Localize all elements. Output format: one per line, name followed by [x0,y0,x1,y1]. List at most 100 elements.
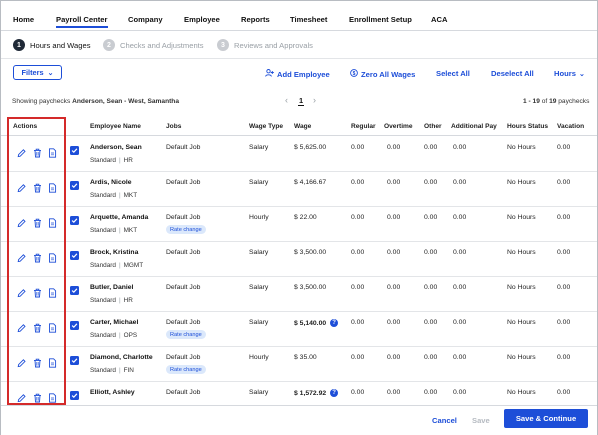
additional-pay[interactable]: 0.00 [453,179,467,186]
regular-hours[interactable]: 0.00 [351,389,365,396]
regular-hours[interactable]: 0.00 [351,179,365,186]
edit-icon[interactable] [17,253,26,263]
trash-icon[interactable] [33,183,42,193]
vacation-hours[interactable]: 0.00 [557,319,571,326]
chevron-left-icon[interactable]: ‹ [285,95,288,105]
row-checkbox[interactable] [70,321,79,330]
header-employee-name[interactable]: Employee Name [90,123,141,130]
edit-icon[interactable] [17,393,26,403]
edit-icon[interactable] [17,323,26,333]
overtime-hours[interactable]: 0.00 [387,284,401,291]
employee-name[interactable]: Diamond, Charlotte [90,354,153,361]
employee-name[interactable]: Carter, Michael [90,319,139,326]
employee-name[interactable]: Brock, Kristina [90,249,139,256]
row-checkbox[interactable] [70,146,79,155]
employee-name[interactable]: Anderson, Sean [90,144,142,151]
row-checkbox[interactable] [70,356,79,365]
trash-icon[interactable] [33,148,42,158]
cancel-button[interactable]: Cancel [432,416,457,425]
page-number[interactable]: 1 [298,96,305,106]
edit-icon[interactable] [17,183,26,193]
info-icon[interactable]: ? [330,389,339,397]
overtime-hours[interactable]: 0.00 [387,249,401,256]
row-checkbox[interactable] [70,216,79,225]
additional-pay[interactable]: 0.00 [453,144,467,151]
overtime-hours[interactable]: 0.00 [387,179,401,186]
regular-hours[interactable]: 0.00 [351,354,365,361]
vacation-hours[interactable]: 0.00 [557,144,571,151]
other-hours[interactable]: 0.00 [424,249,438,256]
edit-icon[interactable] [17,218,26,228]
other-hours[interactable]: 0.00 [424,214,438,221]
other-hours[interactable]: 0.00 [424,144,438,151]
trash-icon[interactable] [33,358,42,368]
edit-icon[interactable] [17,288,26,298]
nav-item-enrollment-setup[interactable]: Enrollment Setup [349,15,412,24]
overtime-hours[interactable]: 0.00 [387,319,401,326]
filters-button[interactable]: Filters ⌄ [13,65,62,80]
overtime-hours[interactable]: 0.00 [387,144,401,151]
document-icon[interactable] [48,358,57,368]
row-checkbox[interactable] [70,251,79,260]
additional-pay[interactable]: 0.00 [453,389,467,396]
regular-hours[interactable]: 0.00 [351,144,365,151]
additional-pay[interactable]: 0.00 [453,214,467,221]
add-employee-button[interactable]: Add Employee [265,69,330,79]
employee-name[interactable]: Arquette, Amanda [90,214,149,221]
document-icon[interactable] [48,323,57,333]
vacation-hours[interactable]: 0.00 [557,179,571,186]
overtime-hours[interactable]: 0.00 [387,214,401,221]
overtime-hours[interactable]: 0.00 [387,354,401,361]
additional-pay[interactable]: 0.00 [453,284,467,291]
vacation-hours[interactable]: 0.00 [557,214,571,221]
deselect-all-button[interactable]: Deselect All [491,69,534,78]
vacation-hours[interactable]: 0.00 [557,249,571,256]
step-reviews-and-approvals[interactable]: 3 Reviews and Approvals [217,38,313,52]
document-icon[interactable] [48,183,57,193]
edit-icon[interactable] [17,358,26,368]
nav-item-reports[interactable]: Reports [241,15,270,24]
nav-item-aca[interactable]: ACA [431,15,448,24]
other-hours[interactable]: 0.00 [424,284,438,291]
vacation-hours[interactable]: 0.00 [557,389,571,396]
employee-name[interactable]: Elliott, Ashley [90,389,135,396]
regular-hours[interactable]: 0.00 [351,284,365,291]
row-checkbox[interactable] [70,391,79,400]
document-icon[interactable] [48,218,57,228]
employee-name[interactable]: Butler, Daniel [90,284,134,291]
nav-item-payroll-center[interactable]: Payroll Center [56,15,108,28]
hours-dropdown[interactable]: Hours ⌄ [554,69,585,78]
regular-hours[interactable]: 0.00 [351,214,365,221]
step-hours-and-wages[interactable]: 1 Hours and Wages [13,38,91,52]
regular-hours[interactable]: 0.00 [351,319,365,326]
nav-item-employee[interactable]: Employee [184,15,220,24]
other-hours[interactable]: 0.00 [424,179,438,186]
save-and-continue-button[interactable]: Save & Continue [504,409,588,428]
vacation-hours[interactable]: 0.00 [557,284,571,291]
additional-pay[interactable]: 0.00 [453,319,467,326]
other-hours[interactable]: 0.00 [424,389,438,396]
vacation-hours[interactable]: 0.00 [557,354,571,361]
overtime-hours[interactable]: 0.00 [387,389,401,396]
chevron-right-icon[interactable]: › [313,95,316,105]
other-hours[interactable]: 0.00 [424,319,438,326]
row-checkbox[interactable] [70,286,79,295]
trash-icon[interactable] [33,288,42,298]
document-icon[interactable] [48,288,57,298]
document-icon[interactable] [48,148,57,158]
trash-icon[interactable] [33,218,42,228]
additional-pay[interactable]: 0.00 [453,354,467,361]
additional-pay[interactable]: 0.00 [453,249,467,256]
trash-icon[interactable] [33,323,42,333]
step-checks-and-adjustments[interactable]: 2 Checks and Adjustments [103,38,204,52]
other-hours[interactable]: 0.00 [424,354,438,361]
employee-name[interactable]: Ardis, Nicole [90,179,132,186]
trash-icon[interactable] [33,393,42,403]
row-checkbox[interactable] [70,181,79,190]
info-icon[interactable]: ? [330,319,339,327]
zero-all-wages-button[interactable]: $ Zero All Wages [350,69,415,79]
trash-icon[interactable] [33,253,42,263]
edit-icon[interactable] [17,148,26,158]
select-all-button[interactable]: Select All [436,69,470,78]
regular-hours[interactable]: 0.00 [351,249,365,256]
